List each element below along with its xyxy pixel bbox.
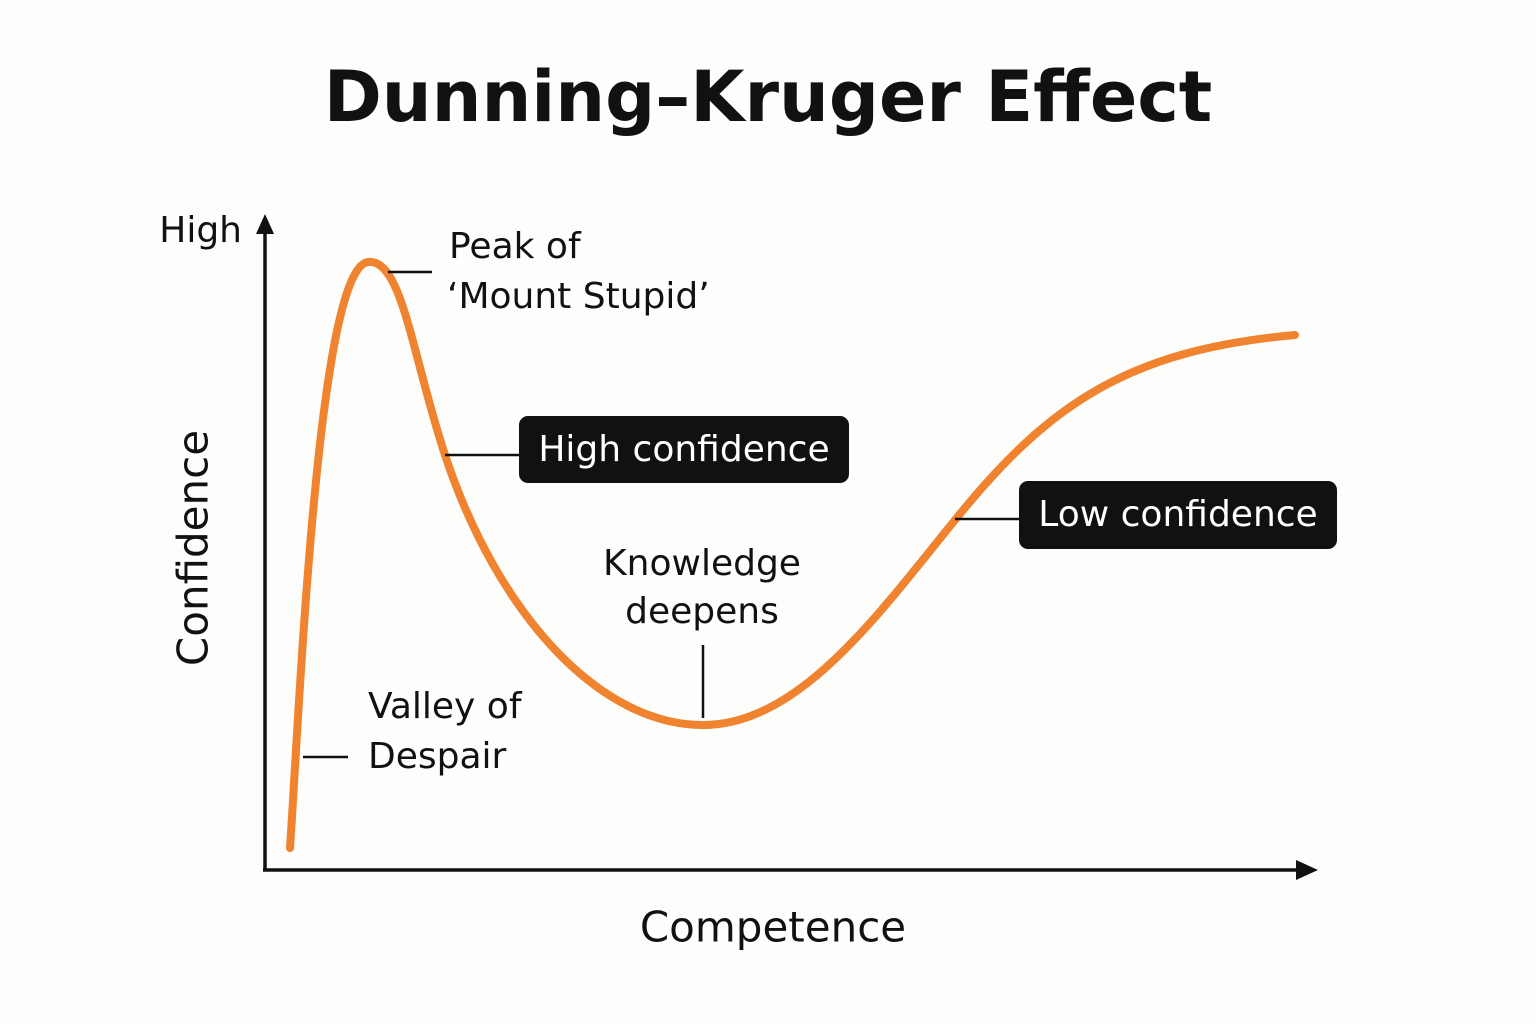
annotation: Despair — [368, 736, 507, 777]
y-axis-end-label: High — [159, 210, 242, 251]
annotation: Knowledge — [603, 543, 801, 584]
label-box — [519, 416, 849, 483]
y-axis-label: Confidence — [169, 430, 218, 666]
x-arrow — [1296, 860, 1318, 880]
title: Dunning–Kruger Effect — [324, 56, 1213, 138]
annotation: deepens — [625, 591, 779, 632]
annotation: Low confidence — [1038, 494, 1317, 535]
x-axis-label: Competence — [640, 903, 906, 952]
annotation: High confidence — [538, 429, 829, 470]
annotation: Valley of — [368, 686, 523, 727]
y-arrow — [256, 214, 274, 234]
curve — [286, 257, 1299, 852]
label-box — [1019, 481, 1337, 549]
annotation: ‘Mount Stupid’ — [447, 276, 710, 317]
annotation: Peak of — [449, 226, 582, 267]
